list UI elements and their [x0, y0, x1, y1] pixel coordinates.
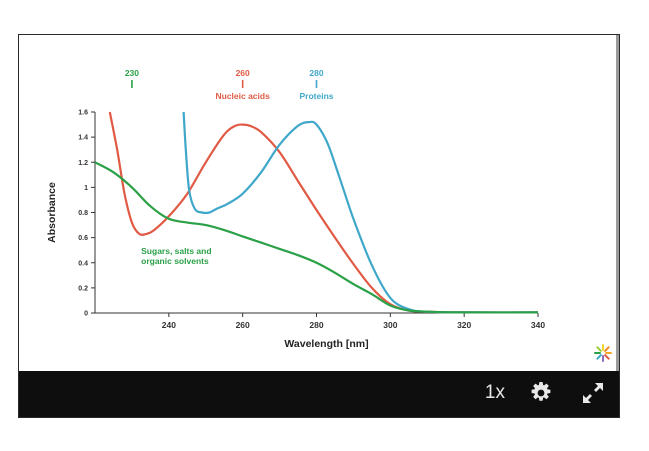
x-tick-label: 320 [457, 320, 471, 330]
x-tick-label: 300 [383, 320, 397, 330]
y-axis-label: Absorbance [46, 182, 58, 243]
control-bar: 1x [19, 371, 619, 417]
absorbance-chart: 240 260 280 300 320 340 0 0.2 0.4 0.6 0.8 1 1.2 1.4 1.… [46, 68, 545, 351]
x-axis-label: Wavelength [nm] [284, 338, 368, 350]
x-tick-label: 280 [309, 320, 323, 330]
curve-label-line: organic solvents [141, 256, 209, 266]
chart-axes: 240 260 280 300 320 340 0 0.2 0.4 0.6 0.8 1 1.2 1.4 1.… [46, 110, 545, 351]
chart-labels: 230 260 Nucleic acids 280 Proteins Sugars, sa… [125, 68, 334, 266]
peak-value-280: 280 [309, 68, 323, 78]
y-tick-label: 1 [84, 185, 88, 192]
video-player[interactable]: 240 260 280 300 320 340 0 0.2 0.4 0.6 0.8 1 1.2 1.4 1.… [18, 34, 620, 418]
peak-label-nucleic-acids: Nucleic acids [215, 91, 270, 101]
series-line-nucleic-acids [108, 111, 539, 314]
series-line-sugars-salts-and-organic-solvents [94, 161, 539, 314]
series-line-proteins [182, 111, 539, 314]
video-viewport[interactable]: 240 260 280 300 320 340 0 0.2 0.4 0.6 0.8 1 1.2 1.4 1.… [19, 35, 619, 371]
y-tick-label: 0.6 [78, 235, 88, 242]
peak-value-230: 230 [125, 68, 139, 78]
x-tick-label: 340 [531, 320, 545, 330]
curve-label-line: Sugars, salts and [141, 246, 211, 256]
y-tick-label: 1.4 [78, 135, 88, 142]
y-tick-label: 1.2 [78, 160, 88, 167]
y-tick-label: 0.4 [78, 260, 88, 267]
expand-icon[interactable] [581, 381, 605, 405]
y-tick-label: 0.8 [78, 210, 88, 217]
chart-series [94, 111, 539, 314]
peak-value-260: 260 [236, 68, 250, 78]
scrollbar[interactable] [616, 35, 619, 371]
y-tick-label: 1.6 [78, 110, 88, 117]
loading-spinner-icon [593, 343, 613, 363]
peak-label-proteins: Proteins [299, 91, 333, 101]
playback-speed-button[interactable]: 1x [484, 382, 505, 403]
x-tick-label: 240 [162, 320, 176, 330]
x-tick-label: 260 [236, 320, 250, 330]
y-tick-label: 0 [84, 311, 88, 318]
gear-icon[interactable] [529, 381, 553, 405]
y-tick-label: 0.2 [78, 285, 88, 292]
